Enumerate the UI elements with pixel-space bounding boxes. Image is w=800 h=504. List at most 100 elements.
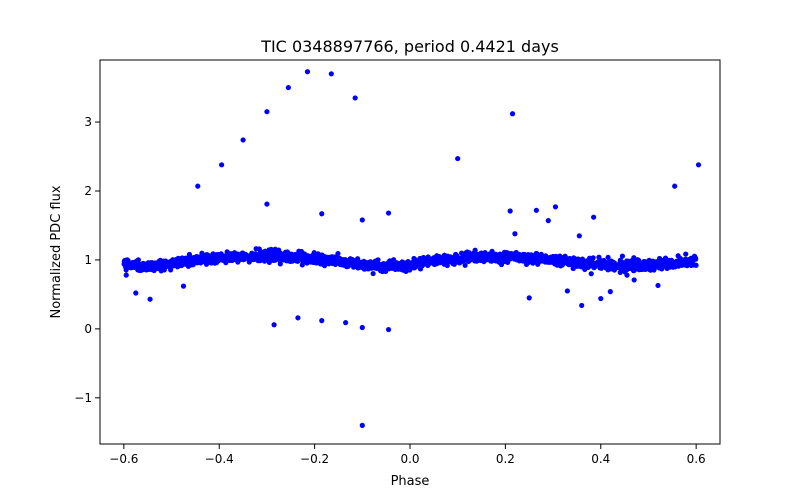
data-point — [417, 266, 424, 272]
data-point — [143, 267, 149, 273]
data-point — [693, 256, 699, 262]
data-point — [420, 261, 426, 268]
outlier-point — [552, 204, 559, 210]
data-point — [474, 251, 480, 257]
data-point — [650, 258, 656, 264]
data-point — [272, 246, 278, 252]
data-point — [638, 261, 644, 267]
data-point — [231, 250, 237, 256]
outlier-point — [526, 295, 532, 301]
data-point — [412, 260, 419, 266]
data-point — [351, 258, 357, 264]
data-point — [503, 258, 509, 264]
data-point — [150, 264, 156, 270]
outlier-point — [304, 69, 311, 75]
data-point — [431, 255, 437, 261]
data-point — [425, 254, 431, 260]
outlier-point — [359, 324, 365, 331]
data-point — [367, 264, 373, 270]
data-point — [524, 257, 531, 263]
data-point — [332, 261, 339, 268]
data-point — [161, 267, 167, 273]
outlier-point — [509, 111, 516, 117]
data-point — [248, 252, 254, 258]
x-tick-label: −0.4 — [205, 452, 234, 466]
x-tick-label: −0.6 — [109, 452, 138, 466]
x-tick-label: 0.2 — [496, 452, 515, 466]
data-point — [269, 256, 275, 263]
data-point — [242, 253, 248, 259]
data-point — [666, 258, 673, 265]
y-tick-label: 3 — [84, 115, 92, 129]
data-point — [672, 264, 678, 270]
data-point — [461, 256, 467, 262]
data-point — [579, 262, 585, 269]
data-point — [592, 260, 598, 267]
data-point — [178, 262, 184, 269]
y-axis: −1 0 1 2 3 — [74, 115, 100, 405]
data-point — [644, 263, 650, 269]
data-point — [340, 256, 346, 263]
data-point — [464, 249, 470, 255]
data-point — [535, 255, 541, 262]
outlier-point — [319, 318, 325, 324]
data-point — [626, 265, 632, 272]
x-tick-label: 0.0 — [400, 452, 419, 466]
data-point — [372, 264, 378, 270]
data-point — [124, 263, 130, 269]
data-point — [557, 258, 563, 265]
data-point — [193, 258, 199, 264]
outlier-point — [631, 277, 637, 283]
data-point — [268, 246, 274, 253]
data-point — [619, 253, 626, 259]
data-point — [617, 269, 623, 276]
data-point — [640, 266, 647, 272]
outlier-point — [598, 295, 604, 302]
data-point — [128, 263, 134, 269]
data-point — [462, 262, 468, 268]
data-point — [326, 257, 332, 263]
data-point — [136, 265, 142, 271]
outlier-point — [195, 183, 201, 189]
outlier-point — [359, 422, 365, 428]
data-point — [237, 255, 243, 261]
data-point — [584, 261, 590, 267]
outlier-point — [264, 109, 270, 115]
data-point — [404, 259, 410, 266]
data-point — [605, 267, 611, 273]
data-point — [489, 248, 495, 254]
y-axis-label: Normalized PDC flux — [49, 185, 64, 318]
data-point — [214, 252, 221, 258]
data-point — [214, 259, 220, 266]
outlier-point — [343, 320, 349, 326]
outlier-point — [240, 137, 246, 143]
outlier-point — [147, 296, 153, 302]
data-point — [621, 263, 627, 269]
x-axis-label: Phase — [391, 474, 430, 489]
data-point — [467, 252, 473, 259]
data-point — [222, 253, 228, 259]
outlier-point — [285, 84, 291, 91]
data-point — [263, 252, 269, 258]
data-points — [121, 69, 702, 428]
data-point — [289, 258, 295, 264]
data-point — [508, 254, 515, 260]
data-point — [390, 264, 396, 270]
data-point — [259, 252, 265, 258]
data-point — [156, 262, 162, 268]
data-point — [691, 262, 697, 268]
data-point — [335, 250, 341, 257]
outlier-point — [576, 233, 582, 239]
data-point — [257, 258, 263, 264]
outlier-point — [579, 302, 585, 309]
data-point — [292, 251, 298, 258]
x-tick-label: 0.4 — [591, 452, 610, 466]
data-point — [609, 262, 615, 268]
y-tick-label: −1 — [74, 391, 92, 405]
data-point — [251, 256, 257, 263]
data-point — [432, 261, 439, 267]
data-point — [683, 251, 689, 257]
data-point — [553, 253, 559, 259]
data-point — [132, 261, 138, 268]
